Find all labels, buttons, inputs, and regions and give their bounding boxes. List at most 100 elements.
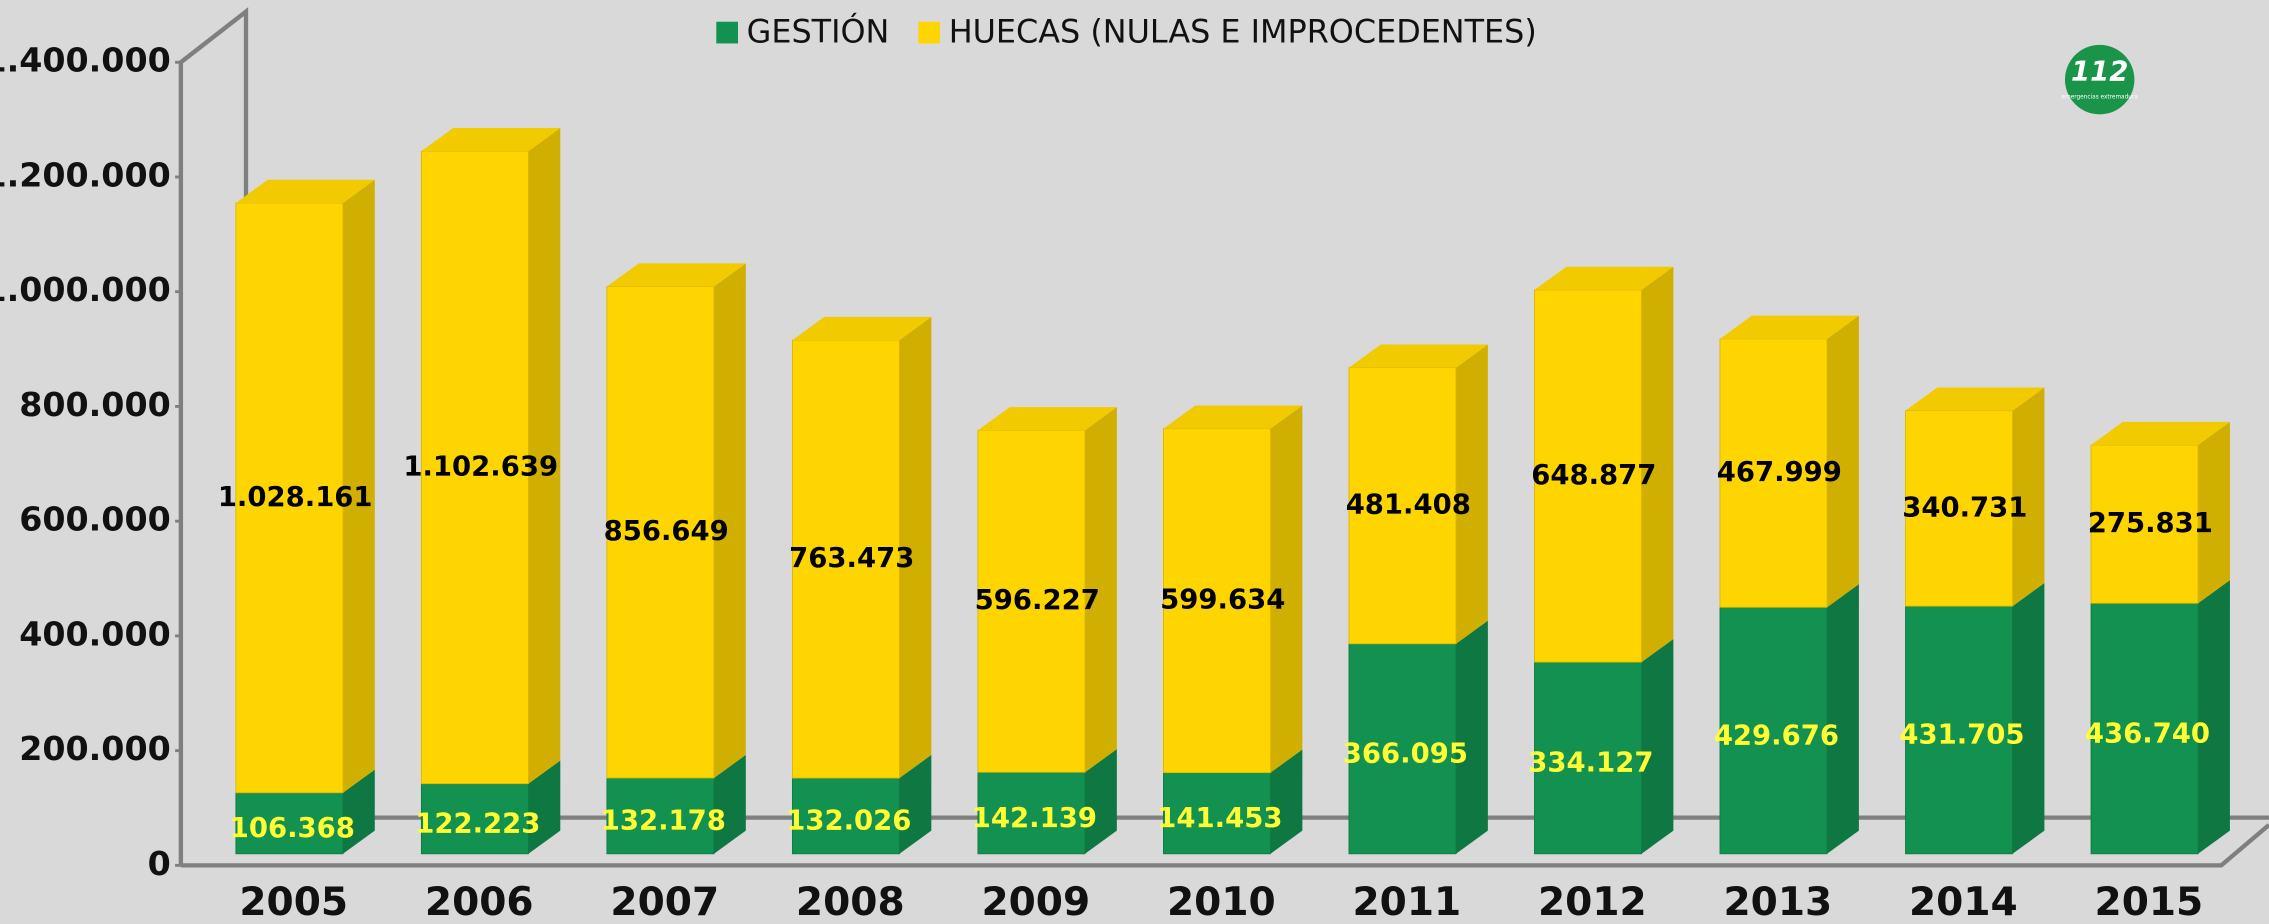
- x-tick-label: 2014: [1909, 880, 2018, 924]
- bar: [1163, 428, 1271, 774]
- bar-top: [1163, 405, 1303, 429]
- bar-side: [1827, 315, 1859, 608]
- legend-swatch: [716, 21, 739, 44]
- legend-label: HUECAS (NULAS E IMPROCEDENTES): [949, 12, 1537, 50]
- bar-side: [1641, 266, 1674, 663]
- bar-side: [342, 179, 375, 793]
- bar: [1534, 661, 1642, 855]
- bar: [420, 783, 529, 855]
- value-label: 334.127: [1528, 747, 1653, 779]
- bar: [2090, 602, 2199, 855]
- bar-side: [342, 769, 375, 854]
- value-label: 142.139: [972, 802, 1097, 834]
- y-tick-label: 200.000: [19, 729, 171, 768]
- bar-stack: 142.139 596.227: [972, 407, 1117, 855]
- value-label: 132.026: [786, 805, 911, 837]
- bar-top: [977, 407, 1117, 431]
- legend-swatch: [918, 21, 941, 44]
- bar-stack: 132.178 856.649: [601, 263, 746, 855]
- bar: [1163, 772, 1271, 855]
- bar: [791, 339, 900, 779]
- y-tick-label: 400.000: [19, 614, 171, 653]
- value-label: 596.227: [975, 584, 1100, 616]
- bar: [1534, 289, 1642, 663]
- y-tick-label: 1.000.000: [0, 270, 171, 309]
- y-tick-label: 1.200.000: [0, 155, 171, 194]
- value-label: 599.634: [1160, 584, 1285, 616]
- logo-circle: [2064, 44, 2135, 115]
- bar: [977, 771, 1086, 855]
- bar-top: [1348, 344, 1488, 368]
- value-label: 122.223: [415, 808, 540, 840]
- logo: 112 emergencias extremadura: [2062, 44, 2139, 115]
- bar-side: [1270, 749, 1303, 854]
- x-tick-label: 2015: [2095, 880, 2204, 924]
- bar: [235, 202, 344, 794]
- x-tick-label: 2009: [981, 880, 1090, 924]
- bar-side: [1641, 638, 1674, 854]
- bar-side: [713, 754, 746, 854]
- bar-side: [1456, 344, 1488, 644]
- bar-top: [421, 127, 561, 152]
- logo-text: emergencias extremadura: [2062, 94, 2139, 100]
- value-label: 856.649: [604, 515, 729, 547]
- bar: [1348, 643, 1457, 855]
- bar-side: [2012, 387, 2045, 607]
- bar: [977, 429, 1086, 773]
- legend-label: GESTIÓN: [747, 11, 890, 50]
- x-tick-label: 2010: [1167, 880, 1276, 924]
- bar-stack: 132.026 763.473: [786, 316, 932, 855]
- value-label: 340.731: [1902, 491, 2027, 523]
- bar: [1348, 367, 1457, 645]
- bar: [1719, 606, 1828, 855]
- bar-stack: 106.368 1.028.161: [218, 179, 375, 855]
- bar: [1905, 605, 2014, 855]
- bar: [2090, 444, 2199, 604]
- bar-top: [1719, 315, 1859, 339]
- bar-stack: 334.127 648.877: [1528, 266, 1674, 855]
- bar-top: [792, 316, 932, 341]
- value-label: 648.877: [1531, 459, 1656, 491]
- x-tick-label: 2012: [1538, 880, 1647, 924]
- bar: [235, 792, 344, 855]
- x-tick-label: 2005: [239, 880, 348, 924]
- y-tick-label: 1.400.000: [0, 41, 171, 80]
- bar-side: [1085, 407, 1117, 773]
- bar: [420, 150, 529, 785]
- bar-stack: 141.453 599.634: [1157, 405, 1303, 855]
- bar-side: [528, 760, 561, 854]
- value-label: 436.740: [2085, 717, 2210, 749]
- bar-side: [1085, 749, 1117, 854]
- value-label: 366.095: [1343, 738, 1468, 770]
- bar-top: [606, 263, 746, 287]
- logo-number: 112: [2071, 55, 2128, 87]
- x-tick-label: 2011: [1352, 880, 1461, 924]
- value-label: 1.102.639: [403, 450, 558, 482]
- x-tick-label: 2007: [610, 880, 719, 924]
- value-label: 431.705: [1899, 719, 2024, 751]
- bar-top: [2091, 421, 2230, 446]
- bar-side: [2012, 582, 2045, 854]
- bar-stack: 122.223 1.102.639: [403, 127, 561, 855]
- value-label: 1.028.161: [218, 481, 373, 513]
- bar-side: [1270, 405, 1303, 773]
- bar-side: [899, 754, 932, 854]
- bar: [1719, 338, 1828, 608]
- y-tick-label: 600.000: [19, 500, 171, 539]
- bar-stack: 431.705 340.731: [1899, 387, 2045, 855]
- value-label: 106.368: [230, 812, 355, 844]
- bar-side: [713, 263, 746, 778]
- bar-side: [528, 127, 561, 784]
- bar-stack: 429.676 467.999: [1714, 315, 1859, 855]
- x-tick-label: 2008: [796, 880, 905, 924]
- x-tick-label: 2006: [425, 880, 534, 924]
- bar-stack: 436.740 275.831: [2085, 421, 2230, 855]
- bar-top: [235, 179, 375, 203]
- bar: [606, 286, 715, 779]
- bar-top: [1534, 266, 1674, 290]
- value-label: 481.408: [1346, 489, 1471, 521]
- bar-side: [2198, 421, 2230, 604]
- bar-side: [1827, 584, 1859, 854]
